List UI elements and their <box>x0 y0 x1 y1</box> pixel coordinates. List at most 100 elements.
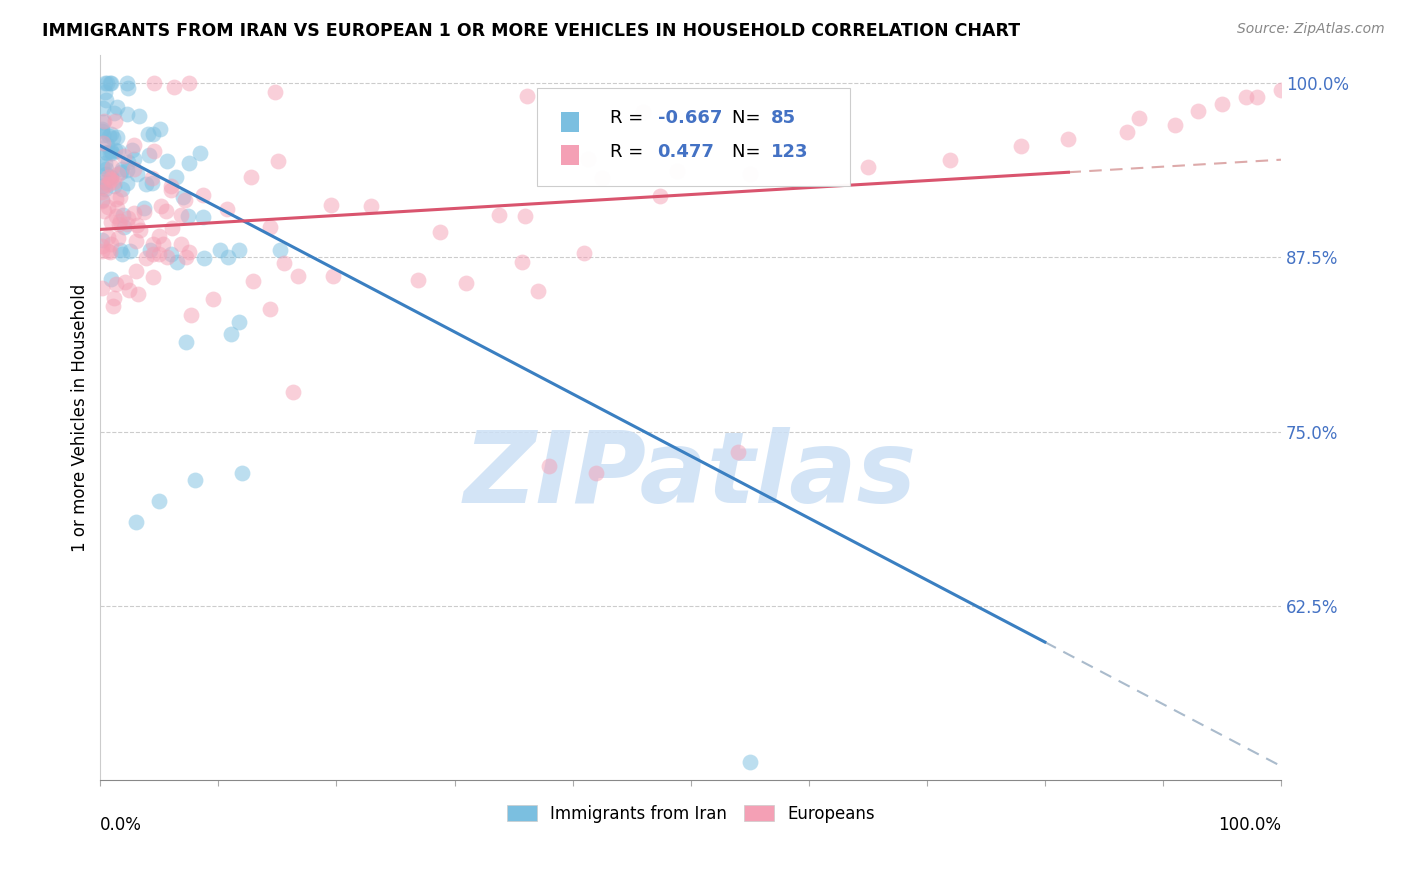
Text: R =: R = <box>610 143 650 161</box>
Point <box>97 178 120 192</box>
Point <box>100 236 122 251</box>
Point <box>107 101 129 115</box>
Point <box>135 177 157 191</box>
Point <box>184 473 207 487</box>
Point <box>576 152 599 166</box>
Point <box>103 175 125 189</box>
Point <box>141 171 163 186</box>
Point <box>738 167 761 181</box>
Point <box>516 89 538 103</box>
Point <box>96 76 118 90</box>
Point <box>122 138 145 153</box>
Point <box>208 244 231 258</box>
Point <box>100 76 122 90</box>
Point <box>228 315 250 329</box>
Point <box>90 122 112 136</box>
Point <box>110 165 132 179</box>
Point <box>117 177 139 191</box>
Point <box>104 113 127 128</box>
Point <box>103 291 125 305</box>
Text: -0.667: -0.667 <box>658 109 721 128</box>
Point <box>179 244 201 259</box>
Point <box>120 244 142 259</box>
Point <box>591 171 613 186</box>
Point <box>128 109 150 123</box>
Point <box>97 244 120 258</box>
Point <box>112 208 135 222</box>
Point <box>127 287 149 301</box>
Point <box>152 237 174 252</box>
Point <box>132 204 155 219</box>
Point <box>727 445 749 459</box>
Point <box>166 255 188 269</box>
Point <box>117 81 139 95</box>
Point <box>117 107 139 121</box>
Point <box>96 162 118 177</box>
Point <box>228 244 250 258</box>
Point <box>1010 138 1032 153</box>
Point <box>90 194 112 208</box>
Text: IMMIGRANTS FROM IRAN VS EUROPEAN 1 OR MORE VEHICLES IN HOUSEHOLD CORRELATION CHA: IMMIGRANTS FROM IRAN VS EUROPEAN 1 OR MO… <box>42 22 1021 40</box>
Point <box>488 208 510 222</box>
Point <box>125 167 148 181</box>
Point <box>115 218 138 232</box>
Legend: Immigrants from Iran, Europeans: Immigrants from Iran, Europeans <box>501 798 882 830</box>
Point <box>90 239 112 253</box>
Point <box>94 156 117 170</box>
Point <box>160 220 183 235</box>
Point <box>111 161 134 176</box>
Point <box>91 101 114 115</box>
Point <box>124 161 146 176</box>
Point <box>91 179 114 194</box>
Y-axis label: 1 or more Vehicles in Household: 1 or more Vehicles in Household <box>72 284 89 552</box>
Text: 0.477: 0.477 <box>658 143 714 161</box>
Point <box>93 175 115 189</box>
Point <box>105 129 128 144</box>
Point <box>537 459 560 474</box>
Point <box>142 270 165 285</box>
Point <box>94 182 117 196</box>
Point <box>105 201 128 215</box>
Point <box>259 220 281 235</box>
Point <box>100 173 122 187</box>
Point <box>159 179 181 194</box>
Point <box>112 149 135 163</box>
Point <box>650 189 672 203</box>
Point <box>91 123 114 137</box>
Point <box>93 113 115 128</box>
Point <box>1057 132 1080 146</box>
Point <box>263 85 285 99</box>
Point <box>217 251 239 265</box>
Point <box>94 86 117 100</box>
Text: N=: N= <box>733 109 766 128</box>
Point <box>939 153 962 167</box>
Text: R =: R = <box>610 109 650 128</box>
Point <box>98 245 121 260</box>
Point <box>117 211 139 226</box>
Point <box>666 164 689 178</box>
Point <box>121 143 143 157</box>
Point <box>107 167 129 181</box>
Point <box>165 169 187 184</box>
Point <box>101 146 124 161</box>
Point <box>219 327 242 342</box>
Point <box>172 190 194 204</box>
Point <box>856 160 879 174</box>
Point <box>283 384 305 399</box>
Point <box>179 155 201 169</box>
Point <box>98 76 121 90</box>
Point <box>142 246 165 260</box>
Point <box>148 228 170 243</box>
Point <box>100 127 122 141</box>
Point <box>148 247 170 261</box>
Point <box>269 244 291 258</box>
Point <box>159 183 181 197</box>
Text: 123: 123 <box>770 143 808 161</box>
Point <box>242 274 264 288</box>
FancyBboxPatch shape <box>537 87 851 186</box>
Point <box>111 182 134 196</box>
Point <box>177 210 200 224</box>
Point <box>104 193 127 207</box>
Point <box>142 76 165 90</box>
Point <box>94 167 117 181</box>
